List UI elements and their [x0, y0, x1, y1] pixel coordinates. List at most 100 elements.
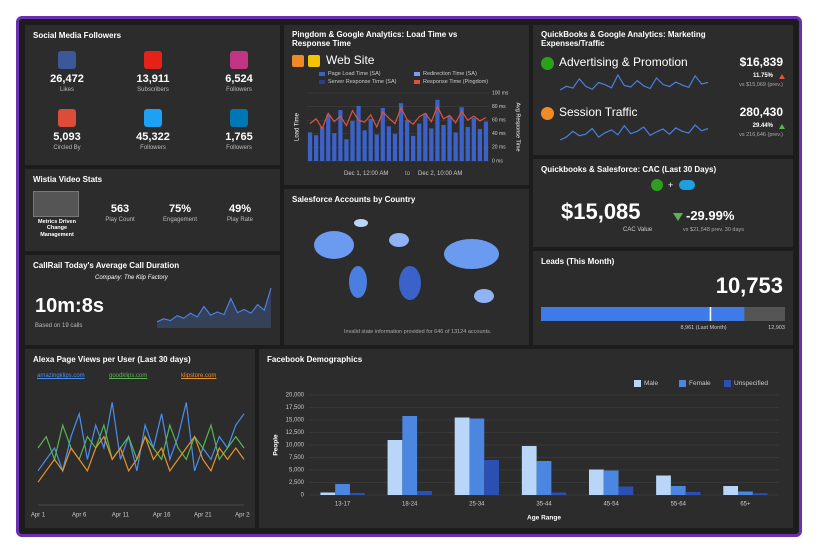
legend-label: Page Load Time (SA) [328, 71, 381, 77]
sparkline [156, 287, 272, 323]
social-icon [144, 109, 162, 127]
row-icon [541, 107, 554, 120]
social-label: Followers [140, 145, 166, 151]
cac-value: $15,085 [561, 199, 641, 224]
target-label: 12,903 [768, 325, 785, 331]
wistia-panel: Wistia Video Stats Metrics Driven Change … [25, 169, 280, 251]
company: Company: The Klip Factory [95, 275, 168, 281]
map-region [444, 239, 499, 269]
facebook-panel: Facebook Demographics Male Female Unspecifi… [259, 349, 793, 528]
bar [344, 139, 349, 161]
progress-fill [541, 307, 745, 321]
bar [521, 446, 537, 495]
y2-tick-label: 40 ms [492, 131, 506, 137]
x-tick-label: Apr 21 [194, 513, 212, 519]
bar [320, 127, 325, 161]
bar [380, 107, 385, 161]
legend-swatch [724, 380, 731, 387]
chart [559, 124, 709, 141]
row-icon [541, 57, 554, 70]
bar [459, 107, 464, 161]
legend-label: goodklips.com [109, 373, 148, 379]
social-icon [230, 51, 248, 69]
y2-axis-label: Avg Response Time [515, 102, 521, 151]
legend-swatch [319, 72, 325, 76]
bar [404, 120, 410, 161]
pingdom-panel: Pingdom & Google Analytics: Load Time vs… [284, 25, 529, 185]
y2-tick-label: 80 ms [492, 104, 506, 110]
bar [484, 460, 500, 495]
x-tick-label: 25-34 [469, 502, 485, 508]
chart: 0 2,500 5,000 7,500 10,000 12,500 15,000 17,500… [273, 393, 779, 522]
row-change: 11.75% [752, 73, 773, 79]
y-tick-label: 12,500 [286, 430, 305, 436]
social-label: Subscribers [137, 87, 169, 93]
social-panel: Social Media Followers 26,472 Likes 13,911 S… [25, 25, 280, 165]
dashboard: Social Media Followers 26,472 Likes 13,911 S… [16, 16, 802, 537]
stat-value: 563 [110, 203, 130, 215]
y2-tick-label: 0 ms [492, 158, 503, 164]
bar [417, 123, 422, 161]
chart [559, 73, 709, 91]
x-tick-label: Apr 26 [235, 513, 250, 519]
legend-label: Server Response Time (SA) [328, 79, 397, 85]
legend-label: Male [644, 380, 659, 387]
row-name: Advertising & Promotion [559, 55, 688, 69]
x-tick-label: Apr 6 [72, 513, 87, 519]
marketing-panel: QuickBooks & Google Analytics: Marketing… [533, 25, 793, 155]
y-tick-label: 7,500 [289, 455, 305, 461]
call-duration: 10m:8s [35, 295, 104, 317]
bar [752, 493, 768, 495]
bar [417, 491, 432, 495]
chart: Apr 1 Apr 6 Apr 11 Apr 16 Apr 21 Apr 26 [31, 402, 250, 519]
bar [374, 134, 379, 161]
map-region [389, 233, 409, 247]
stat-label: Play Rate [226, 217, 254, 223]
panel-title: QuickBooks & Google Analytics: Marketing… [541, 30, 706, 49]
social-value: 26,472 [50, 73, 84, 85]
x-tick-label: Apr 1 [31, 513, 46, 519]
stat-value: 49% [228, 203, 252, 215]
legend-label: Female [689, 380, 711, 387]
previous-label: 8,961 (Last Month) [680, 325, 727, 331]
row-prev: vs 216,646 (prev.) [739, 132, 783, 138]
sparkline [559, 124, 709, 141]
video-caption: Metrics Driven Change Management [38, 219, 76, 238]
x-tick-label: 55-64 [671, 502, 687, 508]
bar [398, 103, 404, 161]
bar [429, 128, 434, 161]
social-icon [58, 51, 76, 69]
logo [308, 55, 320, 67]
cac-change: -29.99% [686, 208, 735, 223]
row-value: $16,839 [739, 55, 783, 69]
bar [392, 133, 398, 161]
date-to-word: to [405, 171, 411, 177]
social-value: 6,524 [225, 73, 253, 85]
social-icon [230, 109, 248, 127]
social-value: 1,765 [225, 131, 253, 143]
legend-swatch [414, 72, 420, 76]
panel-title: CallRail Today's Average Call Duration [33, 261, 180, 270]
panel-title: Salesforce Accounts by Country [292, 195, 416, 204]
stat-label: Play Count [105, 217, 135, 223]
y2-tick-label: 60 ms [492, 118, 506, 124]
legend-label: Response Time (Pingdom) [423, 79, 489, 85]
map-region [399, 266, 421, 300]
x-tick-label: 35-44 [536, 502, 552, 508]
chart [314, 219, 499, 303]
site-name: Web Site [326, 53, 375, 67]
map-region [314, 231, 354, 259]
legend-label: Unspecified [734, 380, 768, 387]
bar [588, 469, 604, 495]
row-name: Session Traffic [559, 105, 638, 119]
chart: 100 ms 80 ms 60 ms 40 ms 20 ms 0 ms Load Time A… [295, 90, 521, 164]
x-tick-label: 18-24 [402, 502, 418, 508]
panel-title: Pingdom & Google Analytics: Load Time vs… [292, 30, 458, 49]
social-value: 5,093 [53, 131, 81, 143]
plus: + [668, 180, 674, 190]
salesforce-panel: Salesforce Accounts by Country Invalid st… [284, 189, 529, 345]
line [37, 402, 245, 473]
bar [320, 492, 336, 495]
legend-label: klipstore.com [181, 373, 217, 379]
bar [313, 135, 319, 161]
